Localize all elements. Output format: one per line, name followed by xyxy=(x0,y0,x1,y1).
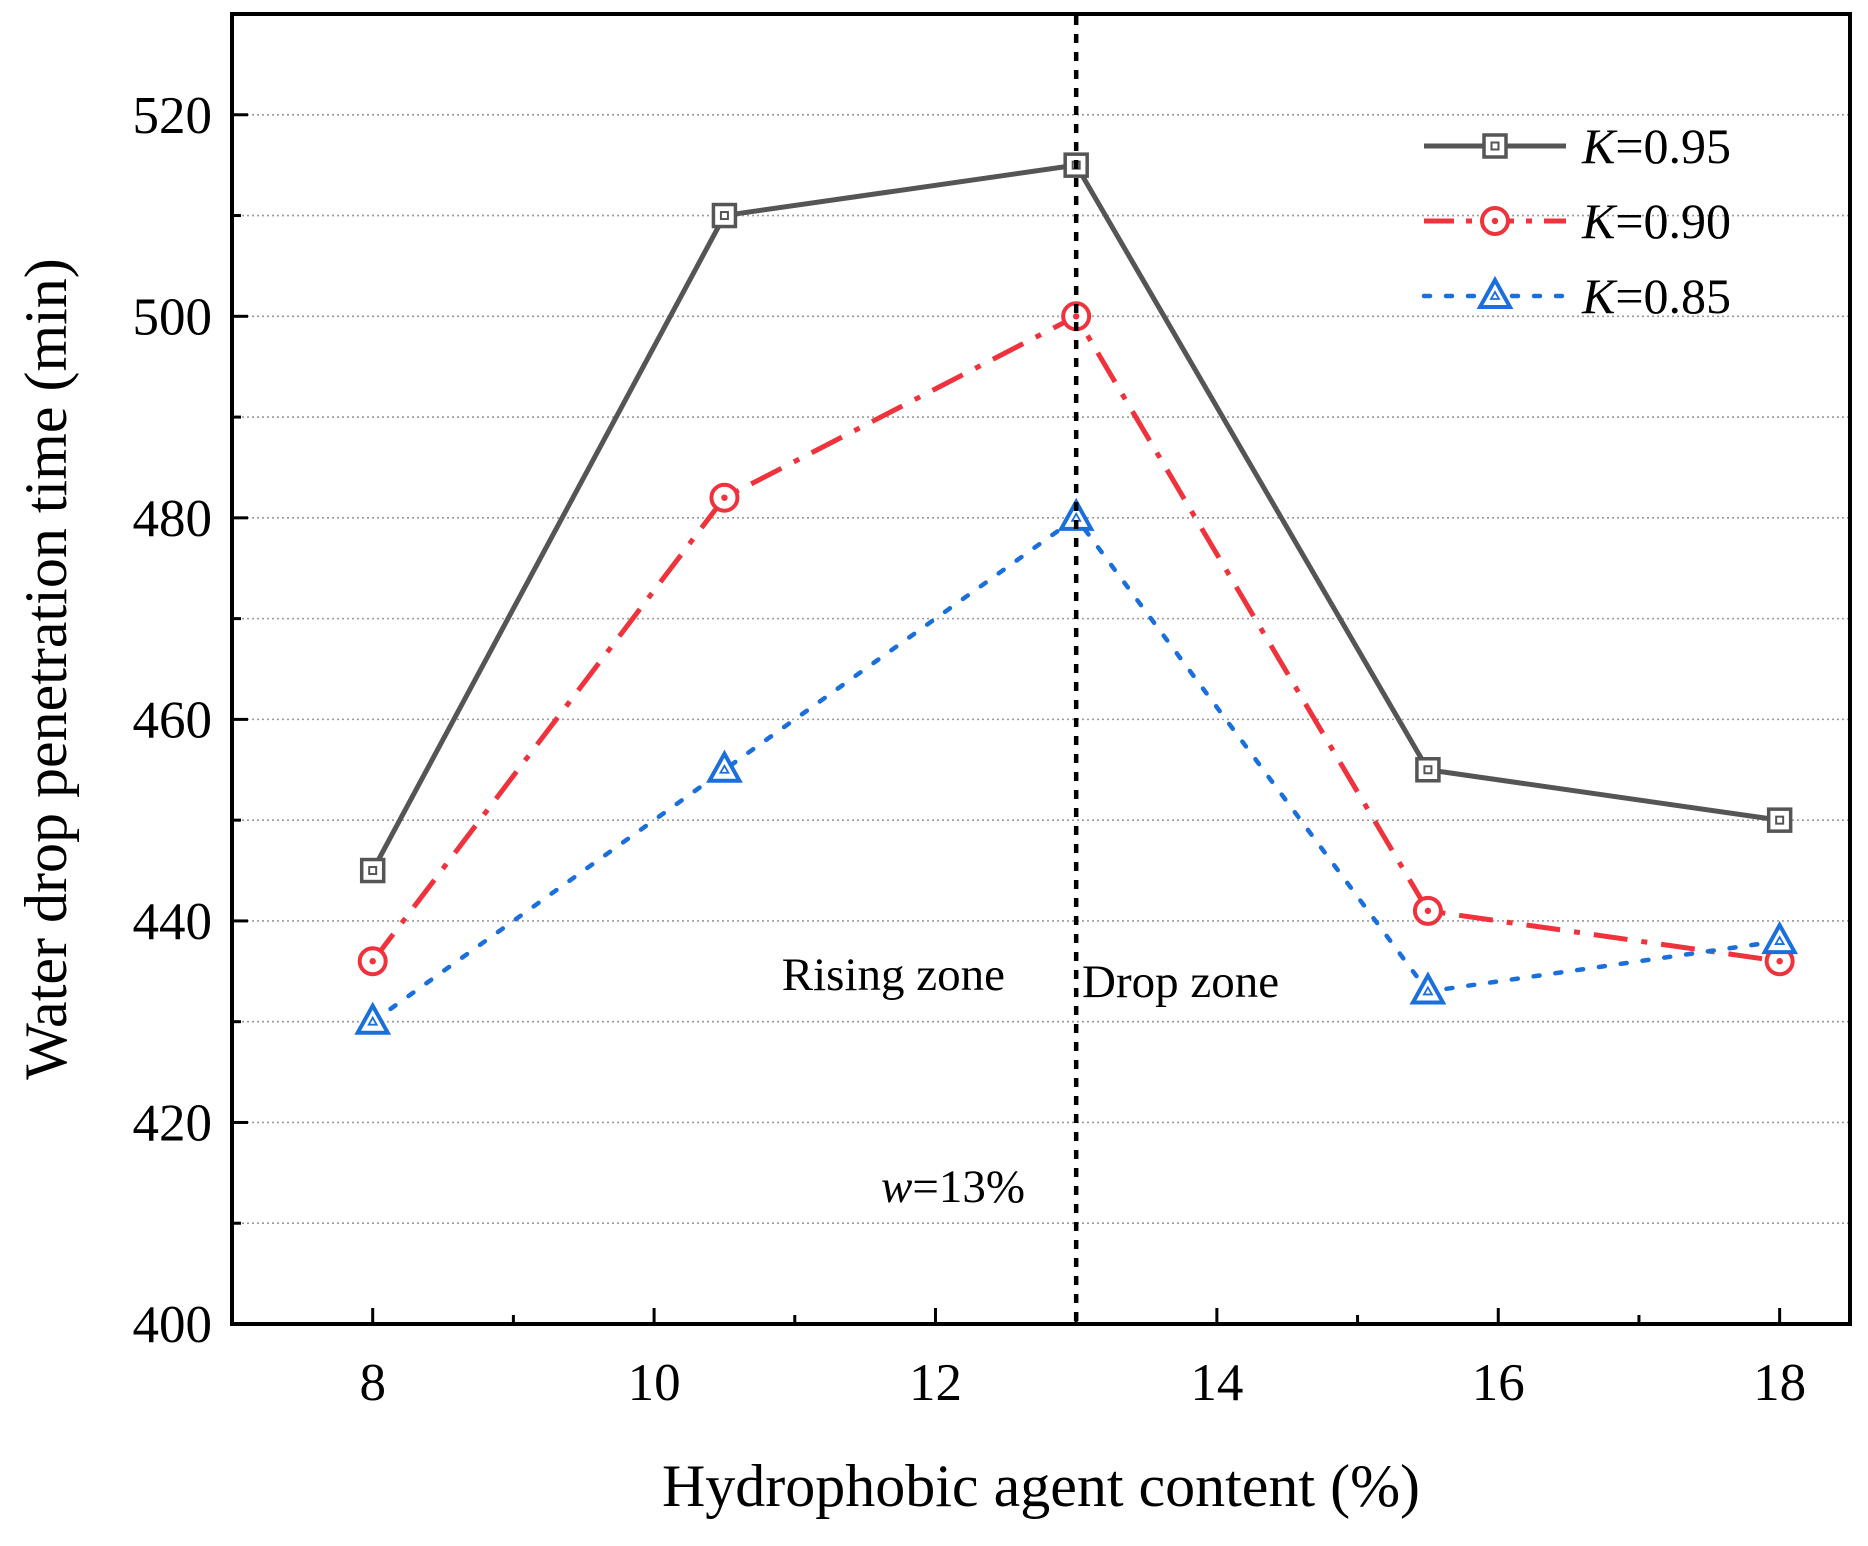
data-point xyxy=(1766,807,1793,833)
data-point-dot xyxy=(367,1015,379,1026)
legend: K=0.95K=0.90K=0.85 xyxy=(1421,118,1731,324)
data-point-dot xyxy=(368,866,378,876)
x-tick-label: 10 xyxy=(628,1354,681,1412)
legend-marker-dot xyxy=(1489,290,1501,300)
legend-label-symbol: K xyxy=(1581,193,1618,249)
data-point-dot xyxy=(718,763,730,774)
data-point xyxy=(359,857,386,884)
data-point-dot xyxy=(1072,313,1080,320)
legend-label: K=0.85 xyxy=(1581,268,1731,324)
x-tick-label: 14 xyxy=(1190,1354,1243,1412)
series-layer xyxy=(354,152,1799,1035)
data-point-dot xyxy=(369,958,376,965)
legend-label: K=0.90 xyxy=(1581,193,1731,249)
x-tick-label: 8 xyxy=(359,1354,386,1412)
data-point-dot xyxy=(721,494,728,501)
data-point-dot xyxy=(1774,935,1786,945)
data-point-dot xyxy=(1422,985,1434,996)
legend-label-symbol: K xyxy=(1581,268,1618,324)
x-tick-label: 12 xyxy=(909,1354,962,1412)
drop-zone-label: Drop zone xyxy=(1082,956,1279,1008)
legend-item: K=0.90 xyxy=(1424,193,1731,249)
legend-marker-dot xyxy=(1491,217,1499,225)
data-point-dot xyxy=(1423,765,1433,775)
legend-marker-dot xyxy=(1490,141,1500,151)
data-point-dot xyxy=(1424,907,1432,915)
legend-label-value: =0.90 xyxy=(1615,193,1731,249)
series-3 xyxy=(354,497,1799,1035)
tick-layer: 400 420 440 460 480 500 520 8 10 12 14 16 18 xyxy=(133,87,1807,1412)
y-tick-label: 400 xyxy=(133,1296,213,1354)
w-annotation: w=13% xyxy=(881,1161,1025,1213)
legend-label-symbol: K xyxy=(1581,118,1618,174)
legend-label-value: =0.85 xyxy=(1615,268,1731,324)
data-point-dot xyxy=(719,211,729,221)
x-tick-label: 18 xyxy=(1753,1354,1806,1412)
legend-label-value: =0.95 xyxy=(1615,118,1731,174)
y-tick-label: 420 xyxy=(133,1094,213,1152)
w-annotation-value: =13% xyxy=(912,1161,1025,1213)
legend-label: K=0.95 xyxy=(1581,118,1731,174)
annotations: Rising zone Drop zone w=13% xyxy=(782,949,1279,1213)
data-point-dot xyxy=(1776,958,1783,965)
x-axis-title: Hydrophobic agent content (%) xyxy=(662,1453,1420,1519)
y-tick-label: 480 xyxy=(133,490,213,548)
series-2 xyxy=(357,301,1795,977)
data-point xyxy=(1415,757,1441,783)
x-tick-label: 16 xyxy=(1472,1354,1525,1412)
y-tick-label: 440 xyxy=(133,893,213,951)
rising-zone-label: Rising zone xyxy=(782,949,1005,1001)
legend-marker xyxy=(1482,133,1508,159)
plot-frame xyxy=(230,12,1852,1326)
y-axis-title: Water drop penetration time (min) xyxy=(13,258,79,1080)
legend-item: K=0.85 xyxy=(1421,268,1731,324)
y-tick-label: 500 xyxy=(133,288,213,346)
data-point xyxy=(711,202,738,229)
data-point-dot xyxy=(1775,815,1785,825)
w-annotation-symbol: w xyxy=(881,1161,912,1213)
y-tick-label: 460 xyxy=(133,691,213,749)
y-tick-label: 520 xyxy=(133,87,213,145)
legend-item: K=0.95 xyxy=(1424,118,1731,174)
